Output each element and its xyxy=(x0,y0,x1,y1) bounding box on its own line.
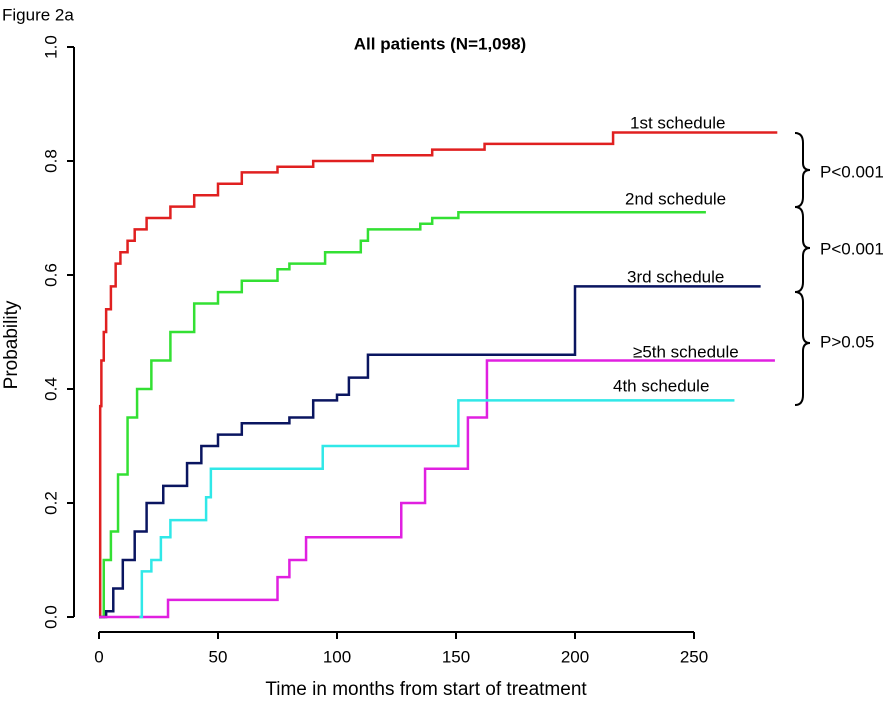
p-value: P<0.001 xyxy=(820,239,884,258)
figure-label: Figure 2a xyxy=(2,5,74,24)
survival-curve xyxy=(99,285,761,619)
survival-curve xyxy=(99,359,775,619)
survival-curve xyxy=(139,399,735,619)
x-tick-label: 0 xyxy=(94,647,103,666)
curve-label: ≥5th schedule xyxy=(633,342,739,361)
x-tick-label: 50 xyxy=(209,647,228,666)
curve-label: 4th schedule xyxy=(613,376,709,395)
x-tick-label: 200 xyxy=(561,647,589,666)
p-value: P>0.05 xyxy=(820,332,874,351)
y-axis-label: Probability xyxy=(1,300,22,389)
x-axis-label: Time in months from start of treatment xyxy=(265,679,587,700)
curve-label: 3rd schedule xyxy=(627,267,724,286)
survival-curve xyxy=(98,131,778,619)
curve-label: 2nd schedule xyxy=(625,189,726,208)
x-tick-label: 250 xyxy=(680,647,708,666)
p-value: P<0.001 xyxy=(820,162,884,181)
curve-label: 1st schedule xyxy=(630,113,725,132)
y-tick-label: 0.0 xyxy=(41,605,60,629)
y-tick-label: 0.8 xyxy=(41,149,60,173)
y-tick-label: 0.2 xyxy=(41,491,60,515)
survival-curve xyxy=(99,211,706,619)
y-tick-label: 0.4 xyxy=(41,377,60,401)
y-tick-label: 0.6 xyxy=(41,263,60,287)
bracket xyxy=(794,132,811,208)
chart-title: All patients (N=1,098) xyxy=(354,34,526,53)
x-tick-label: 150 xyxy=(442,647,470,666)
bracket xyxy=(794,291,811,406)
bracket xyxy=(794,206,811,293)
y-tick-label: 1.0 xyxy=(41,35,60,59)
x-tick-label: 100 xyxy=(323,647,351,666)
